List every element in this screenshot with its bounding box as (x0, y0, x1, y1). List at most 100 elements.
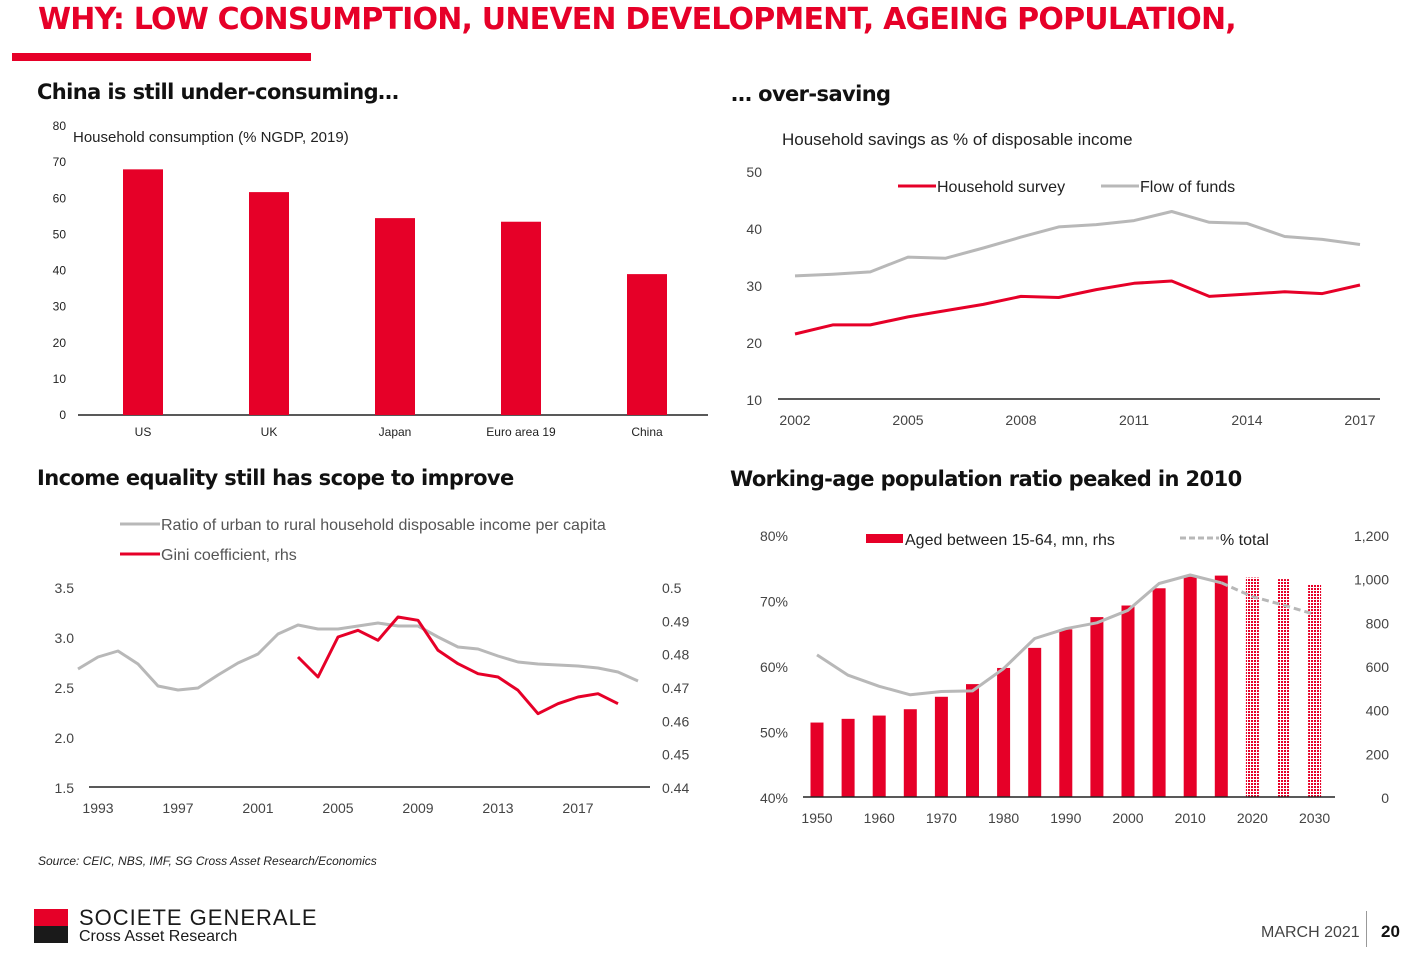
bar-euro-area-19 (501, 221, 541, 415)
x-tick-label: 2005 (322, 800, 353, 816)
y-right-tick-label: 0.46 (662, 713, 689, 729)
y-tick-label: 20 (746, 335, 762, 351)
y-tick-label: 0 (59, 408, 66, 422)
x-tick-label: 2030 (1299, 810, 1330, 826)
y-tick-label: 10 (746, 392, 762, 408)
legend-label: Household survey (937, 179, 1065, 196)
y-right-tick-label: 0.49 (662, 613, 689, 629)
societe-generale-logo (34, 909, 68, 943)
title-underline (12, 53, 311, 61)
y-right-tick-label: 0 (1381, 790, 1389, 806)
y-right-tick-label: 0.44 (662, 780, 689, 796)
legend-label: Aged between 15-64, mn, rhs (905, 532, 1115, 549)
bar-us (123, 169, 163, 415)
y-right-tick-label: 800 (1366, 615, 1390, 631)
x-tick-label: 1993 (82, 800, 113, 816)
x-tick-label: 2001 (242, 800, 273, 816)
x-tick-label: 1997 (162, 800, 193, 816)
page-title: WHY: LOW CONSUMPTION, UNEVEN DEVELOPMENT… (38, 2, 1237, 37)
y-right-tick-label: 200 (1366, 746, 1390, 762)
x-tick-label: 2008 (1005, 412, 1036, 428)
bar-1985 (1028, 647, 1042, 797)
bar-2015 (1214, 575, 1228, 797)
x-tick-label: 2009 (402, 800, 433, 816)
bar-1995 (1090, 617, 1104, 797)
y-right-tick-label: 600 (1366, 659, 1390, 675)
x-tick-label: 2002 (779, 412, 810, 428)
y-right-tick-label: 0.48 (662, 647, 689, 663)
series-line-pct-total-forecast (1220, 581, 1316, 616)
series-line-urban-rural-ratio (77, 621, 639, 692)
y-tick-label: 50 (53, 227, 67, 241)
y-left-tick-label: 1.5 (55, 780, 75, 796)
y-tick-label: 70 (53, 155, 67, 169)
x-tick-label: Euro area 19 (486, 425, 556, 439)
y-right-tick-label: 0.45 (662, 747, 689, 763)
y-right-tick-label: 400 (1366, 703, 1390, 719)
y-tick-label: 40 (53, 264, 67, 278)
x-tick-label: 1980 (988, 810, 1019, 826)
bar-1990 (1059, 629, 1073, 797)
series-line-household-survey (794, 279, 1361, 336)
bar-uk (249, 192, 289, 415)
savings-panel-title: … over-saving (731, 82, 891, 106)
x-tick-label: 1960 (864, 810, 895, 826)
brand-name: SOCIETE GENERALE (79, 905, 318, 930)
bar-1975 (966, 684, 979, 797)
legend-label: Ratio of urban to rural household dispos… (161, 517, 606, 534)
y-left-tick-label: 70% (760, 594, 788, 610)
brand-subtitle: Cross Asset Research (79, 928, 238, 945)
x-tick-label: 1990 (1050, 810, 1081, 826)
bar-1955 (841, 718, 855, 797)
x-tick-label: 2020 (1237, 810, 1268, 826)
bar-1950 (810, 722, 824, 797)
page-number: 20 (1381, 922, 1400, 941)
chart-title: Household savings as % of disposable inc… (782, 130, 1133, 149)
income-panel-title: Income equality still has scope to impro… (37, 466, 514, 490)
bar-japan (375, 218, 415, 415)
y-tick-label: 80 (53, 119, 67, 133)
forecast-bar-2020 (1245, 577, 1259, 797)
report-date: MARCH 2021 (1261, 924, 1360, 941)
x-tick-label: 2017 (1344, 412, 1375, 428)
bar-2000 (1121, 605, 1135, 797)
y-tick-label: 50 (746, 164, 762, 180)
bar-2005 (1152, 588, 1166, 797)
y-left-tick-label: 60% (760, 659, 788, 675)
x-tick-label: US (135, 425, 152, 439)
legend-label: % total (1220, 532, 1269, 549)
y-tick-label: 20 (53, 336, 67, 350)
bar-1980 (997, 667, 1011, 797)
bar-2010 (1183, 576, 1197, 797)
consumption-panel-title: China is still under-consuming… (37, 80, 399, 104)
y-tick-label: 10 (53, 372, 67, 386)
y-left-tick-label: 40% (760, 790, 788, 806)
x-tick-label: 1970 (926, 810, 957, 826)
y-left-tick-label: 3.0 (55, 630, 75, 646)
x-tick-label: 2005 (892, 412, 923, 428)
forecast-bar-2025 (1277, 579, 1290, 797)
bar-1965 (903, 709, 917, 797)
x-tick-label: 2010 (1175, 810, 1206, 826)
bar-china (627, 274, 667, 415)
y-left-tick-label: 3.5 (55, 580, 75, 596)
bar-1960 (872, 715, 886, 797)
y-tick-label: 60 (53, 191, 67, 205)
legend-label: Gini coefficient, rhs (161, 547, 297, 564)
footer-divider (1366, 911, 1367, 947)
x-tick-label: China (631, 425, 663, 439)
y-tick-label: 30 (53, 300, 67, 314)
chart-title: Household consumption (% NGDP, 2019) (73, 129, 349, 146)
y-right-tick-label: 1,200 (1354, 528, 1389, 544)
y-left-tick-label: 2.5 (55, 680, 75, 696)
y-tick-label: 40 (746, 221, 762, 237)
series-line-pct-total (816, 573, 1222, 697)
population-panel-title: Working-age population ratio peaked in 2… (730, 467, 1242, 491)
legend-swatch (866, 534, 903, 543)
bar-1970 (934, 696, 948, 797)
x-tick-label: Japan (379, 425, 412, 439)
y-tick-label: 30 (746, 278, 762, 294)
